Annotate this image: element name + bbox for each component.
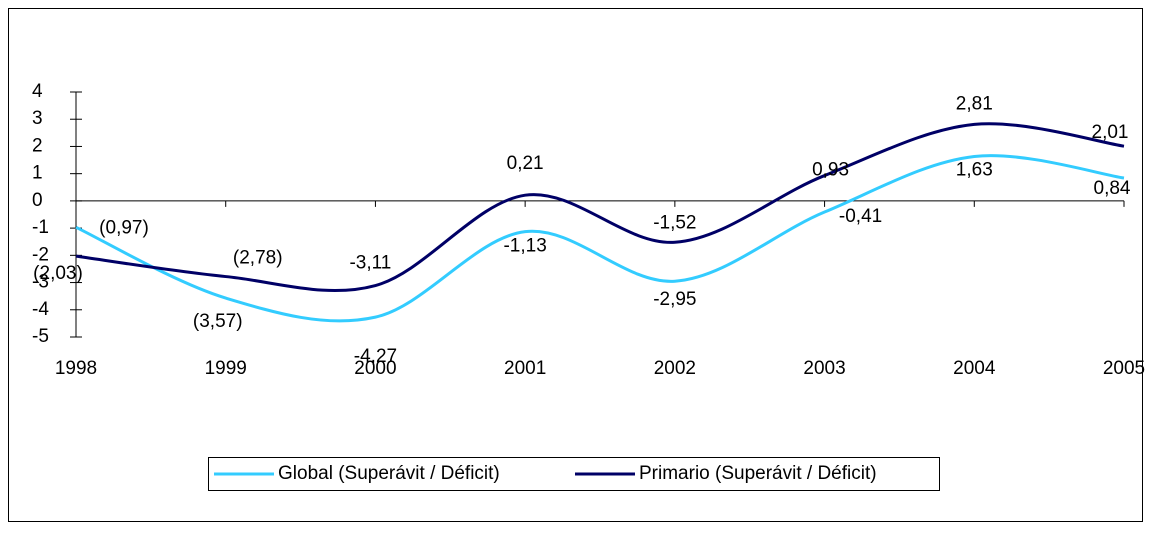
y-tick-label: -3 bbox=[32, 272, 49, 293]
legend-label: Primario (Superávit / Déficit) bbox=[639, 463, 877, 484]
data-label: -4,27 bbox=[354, 346, 397, 367]
data-label: 0,84 bbox=[1094, 178, 1131, 199]
line-series bbox=[75, 154, 1125, 323]
data-label: (0,97) bbox=[99, 217, 149, 238]
data-label: 0,93 bbox=[812, 160, 849, 181]
x-tick-label: 1998 bbox=[55, 358, 97, 379]
line-series bbox=[75, 122, 1125, 292]
x-tick-label: 2005 bbox=[1103, 358, 1145, 379]
y-tick-label: -5 bbox=[32, 326, 49, 347]
chart-border bbox=[8, 8, 1143, 522]
y-tick-label: 1 bbox=[32, 163, 43, 184]
data-label: -0,41 bbox=[839, 206, 882, 227]
y-tick-label: -1 bbox=[32, 217, 49, 238]
data-label: (2,03) bbox=[33, 263, 83, 284]
data-label: -1,13 bbox=[503, 236, 546, 257]
data-label: 1,63 bbox=[956, 160, 993, 181]
data-label: -2,95 bbox=[653, 289, 696, 310]
y-tick-label: 2 bbox=[32, 135, 43, 156]
y-tick-label: 3 bbox=[32, 108, 43, 129]
y-tick-label: 0 bbox=[32, 190, 43, 211]
data-label: -3,11 bbox=[349, 253, 391, 274]
data-label: 0,21 bbox=[507, 153, 544, 174]
data-label: 2,01 bbox=[1092, 122, 1129, 143]
y-tick-label: -4 bbox=[32, 299, 49, 320]
legend-label: Global (Superávit / Déficit) bbox=[278, 463, 500, 484]
y-tick-label: -2 bbox=[32, 244, 49, 265]
x-tick-label: 2000 bbox=[354, 358, 396, 379]
x-tick-label: 1999 bbox=[205, 358, 247, 379]
data-label: -1,52 bbox=[653, 212, 696, 233]
legend: Global (Superávit / Déficit) Primario (Su… bbox=[208, 457, 940, 491]
x-tick-label: 2003 bbox=[803, 358, 845, 379]
x-tick-label: 2004 bbox=[953, 358, 996, 379]
data-label: (2,78) bbox=[233, 248, 283, 269]
x-tick-label: 2002 bbox=[654, 358, 696, 379]
y-tick-label: 4 bbox=[32, 81, 43, 102]
data-label: (3,57) bbox=[193, 311, 243, 332]
legend-box bbox=[208, 457, 940, 491]
data-label: 2,81 bbox=[956, 93, 993, 114]
x-tick-label: 2001 bbox=[504, 358, 546, 379]
